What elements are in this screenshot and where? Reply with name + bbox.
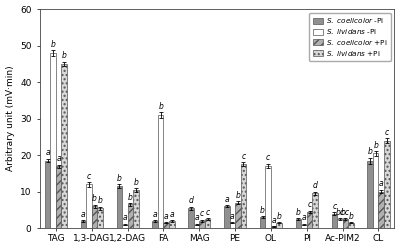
Bar <box>378 192 384 228</box>
Bar <box>276 223 282 228</box>
Text: b: b <box>236 191 240 200</box>
Bar <box>205 219 210 228</box>
Text: b: b <box>296 208 301 217</box>
Bar <box>122 225 128 228</box>
Text: a: a <box>153 210 158 219</box>
Text: a: a <box>56 154 61 163</box>
Text: b: b <box>373 141 378 150</box>
Legend: $\it{S.\ coelicolor}$ -Pi, $\it{S.\ lividans}$ -Pi, $\it{S.\ coelicolor}$ +Pi, $: $\it{S.\ coelicolor}$ -Pi, $\it{S.\ livi… <box>309 13 391 61</box>
Bar <box>307 212 312 228</box>
Text: b: b <box>134 178 138 187</box>
Text: b: b <box>277 211 282 221</box>
Bar <box>260 217 265 228</box>
Text: a: a <box>45 148 50 157</box>
Text: a: a <box>164 211 168 221</box>
Bar <box>97 208 103 228</box>
Text: a: a <box>302 213 306 222</box>
Text: b: b <box>62 51 67 60</box>
Bar <box>230 223 235 228</box>
Text: d: d <box>188 196 193 205</box>
Bar <box>92 206 97 228</box>
Bar <box>367 161 373 228</box>
Text: a: a <box>81 210 86 219</box>
Bar <box>373 153 378 228</box>
Bar <box>235 203 241 228</box>
Bar <box>194 225 199 228</box>
Text: b: b <box>368 147 372 156</box>
Bar <box>348 223 354 228</box>
Bar <box>81 221 86 228</box>
Bar <box>271 226 276 228</box>
Bar <box>86 184 92 228</box>
Bar <box>199 221 205 228</box>
Bar <box>62 64 67 228</box>
Text: c: c <box>332 202 336 211</box>
Text: bc: bc <box>335 207 344 217</box>
Bar <box>128 204 133 228</box>
Text: b: b <box>158 102 163 111</box>
Bar <box>332 214 337 228</box>
Text: b: b <box>117 174 122 183</box>
Bar <box>50 53 56 228</box>
Text: c: c <box>241 152 246 161</box>
Bar <box>296 219 301 228</box>
Bar <box>384 140 390 228</box>
Text: c: c <box>200 209 204 218</box>
Text: b: b <box>260 206 265 215</box>
Text: b: b <box>98 196 102 205</box>
Bar <box>224 206 230 228</box>
Text: b: b <box>92 194 97 203</box>
Bar <box>343 219 348 228</box>
Text: a: a <box>230 211 235 221</box>
Bar <box>169 221 174 228</box>
Bar <box>158 115 164 228</box>
Text: c: c <box>206 207 210 217</box>
Bar <box>241 164 246 228</box>
Text: c: c <box>87 172 91 181</box>
Bar <box>301 225 307 228</box>
Text: a: a <box>379 179 384 188</box>
Text: a: a <box>272 216 276 225</box>
Bar <box>45 161 50 228</box>
Text: b: b <box>51 40 56 49</box>
Bar <box>265 166 271 228</box>
Bar <box>116 186 122 228</box>
Bar <box>188 208 194 228</box>
Text: c: c <box>266 153 270 162</box>
Text: b: b <box>128 192 133 201</box>
Text: a: a <box>194 213 199 222</box>
Bar <box>337 219 343 228</box>
Text: a: a <box>122 213 127 222</box>
Bar <box>152 221 158 228</box>
Text: a: a <box>224 195 229 204</box>
Bar <box>164 223 169 228</box>
Bar <box>312 193 318 228</box>
Bar <box>56 166 62 228</box>
Text: c: c <box>308 200 312 209</box>
Y-axis label: Arbitrary unit (mV·min): Arbitrary unit (mV·min) <box>6 66 14 172</box>
Text: b: b <box>348 211 353 221</box>
Text: d: d <box>313 181 318 190</box>
Text: c: c <box>385 127 389 136</box>
Text: bc: bc <box>341 208 350 217</box>
Bar <box>133 190 139 228</box>
Text: a: a <box>170 210 174 219</box>
